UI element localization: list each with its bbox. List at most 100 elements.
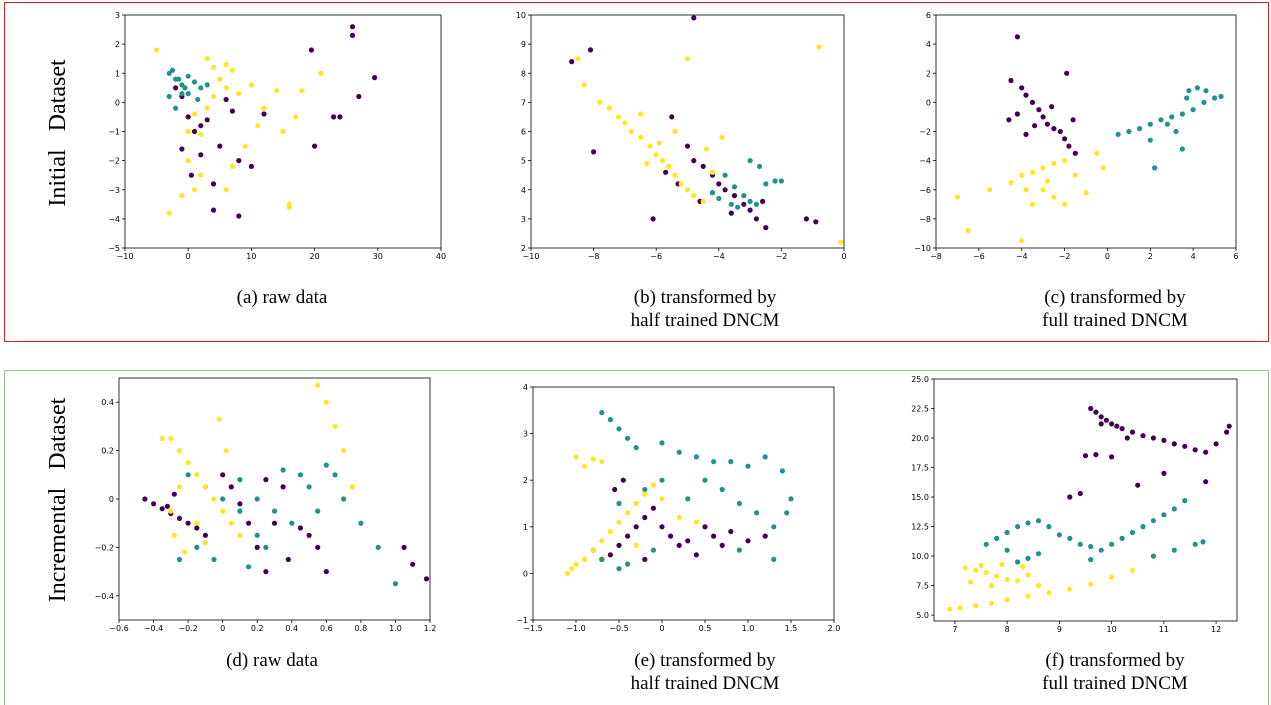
x-tick-label: 11 (1159, 625, 1169, 634)
point-yellow (628, 128, 634, 135)
point-yellow (693, 519, 699, 525)
point-purple (741, 201, 747, 207)
point-teal (676, 449, 682, 455)
point-yellow (1051, 194, 1057, 200)
point-yellow (1100, 165, 1106, 171)
point-purple (1019, 85, 1025, 91)
point-purple (1070, 117, 1076, 123)
plot-frame (118, 377, 431, 621)
x-tick-label: 0.5 (699, 624, 712, 633)
point-teal (1169, 114, 1175, 120)
point-yellow (229, 67, 235, 73)
point-purple (228, 484, 234, 490)
x-tick-label: −0.6 (109, 624, 128, 633)
point-teal (778, 178, 784, 184)
point-yellow (597, 99, 603, 105)
point-purple (261, 111, 267, 117)
y-tick-label: 0 (115, 98, 120, 107)
point-yellow (261, 105, 267, 111)
point-yellow (987, 187, 993, 193)
point-teal (616, 566, 622, 572)
point-teal (994, 535, 1000, 541)
point-purple (668, 533, 674, 539)
plot-frame (530, 14, 845, 249)
x-tick-label: 7 (952, 625, 957, 634)
point-purple (1203, 479, 1209, 485)
row-label-incremental-word2: Dataset (45, 397, 71, 470)
point-purple (185, 114, 191, 120)
point-teal (289, 520, 295, 526)
point-purple (372, 75, 378, 81)
point-purple (248, 163, 254, 169)
y-tick-label: 2 (523, 476, 528, 485)
caption-d: (d) raw data (112, 649, 432, 672)
point-yellow (957, 605, 963, 611)
y-tick-label: 0.4 (101, 398, 114, 407)
point-purple (1029, 99, 1035, 105)
y-tick-label: 15.0 (911, 493, 929, 502)
caption-b: (b) transformed by half trained DNCM (545, 286, 865, 332)
point-purple (1150, 435, 1156, 441)
point-purple (691, 158, 697, 164)
point-teal (1179, 111, 1185, 117)
point-teal (754, 510, 760, 516)
row-label-initial-word2: Dataset (45, 59, 71, 132)
x-tick-label: −1.0 (566, 624, 585, 633)
point-yellow (968, 579, 974, 585)
point-purple (1023, 92, 1029, 98)
point-yellow (1008, 179, 1014, 186)
point-yellow (176, 448, 183, 454)
point-yellow (994, 573, 1000, 579)
point-yellow (719, 134, 725, 140)
point-yellow (1044, 178, 1050, 184)
y-tick-label: 2 (115, 40, 120, 49)
point-yellow (194, 520, 200, 526)
caption-f-line2: full trained DNCM (1042, 673, 1188, 694)
point-teal (1025, 555, 1031, 561)
point-purple (1129, 429, 1136, 435)
point-yellow (194, 472, 200, 478)
point-teal (1150, 553, 1156, 559)
point-purple (236, 213, 242, 219)
point-teal (179, 91, 185, 97)
point-teal (1173, 128, 1179, 135)
point-yellow (973, 603, 979, 609)
point-yellow (564, 570, 570, 576)
point-yellow (223, 187, 229, 193)
point-teal (1201, 99, 1207, 105)
point-yellow (575, 56, 581, 62)
point-yellow (616, 519, 622, 525)
point-yellow (168, 508, 174, 514)
point-purple (331, 114, 337, 120)
point-purple (246, 520, 252, 526)
point-yellow (590, 547, 596, 553)
point-yellow (1062, 201, 1068, 207)
point-purple (204, 117, 210, 123)
y-tick-label: 0 (109, 495, 114, 504)
y-tick-label: −8 (919, 215, 931, 224)
y-tick-label: 4 (523, 383, 528, 392)
x-tick-label: 12 (1211, 625, 1221, 634)
point-purple (1203, 449, 1209, 455)
point-teal (728, 201, 734, 207)
point-yellow (633, 542, 639, 548)
point-purple (1008, 77, 1014, 84)
point-yellow (1129, 567, 1136, 573)
point-teal (736, 500, 742, 507)
y-tick-label: 3 (523, 430, 528, 439)
point-yellow (1020, 564, 1026, 570)
point-purple (1067, 494, 1073, 500)
point-yellow (179, 193, 185, 199)
point-yellow (1109, 574, 1115, 580)
point-yellow (1035, 583, 1042, 589)
point-purple (691, 15, 697, 21)
point-purple (191, 128, 198, 135)
y-tick-label: −2 (108, 157, 120, 166)
row-label-initial-word1: Initial (45, 149, 71, 207)
point-yellow (965, 227, 971, 234)
x-tick-label: −1.5 (523, 624, 542, 633)
x-tick-label: 0 (1105, 252, 1110, 261)
point-yellow (978, 562, 984, 569)
point-yellow (678, 181, 684, 187)
point-teal (1067, 535, 1073, 541)
